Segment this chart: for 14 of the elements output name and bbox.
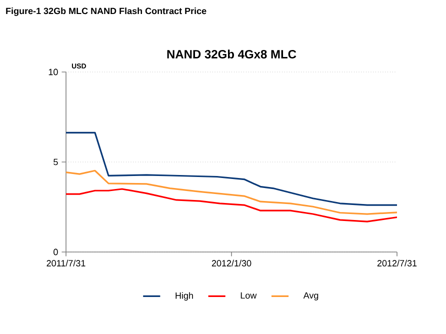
line-series xyxy=(66,188,398,222)
line-series xyxy=(66,132,398,206)
legend-label: Avg xyxy=(303,292,318,300)
y-tick-label: 10 xyxy=(48,68,58,76)
y-tick-label: 0 xyxy=(54,248,58,256)
x-tick-label: 2012/7/31 xyxy=(377,260,417,266)
y-tick-label: 5 xyxy=(54,158,58,166)
legend-label: High xyxy=(176,292,193,301)
legend-label: Low xyxy=(240,292,257,299)
chart-title: NAND 32Gb 4Gx8 MLC xyxy=(167,50,296,58)
x-tick-label: 2012/1/30 xyxy=(212,260,252,266)
line-series xyxy=(66,170,398,215)
x-tick-label: 2011/7/31 xyxy=(46,260,86,266)
chart-subtitle: Figure-1 32Gb MLC NAND Flash Contract Price xyxy=(6,8,206,16)
